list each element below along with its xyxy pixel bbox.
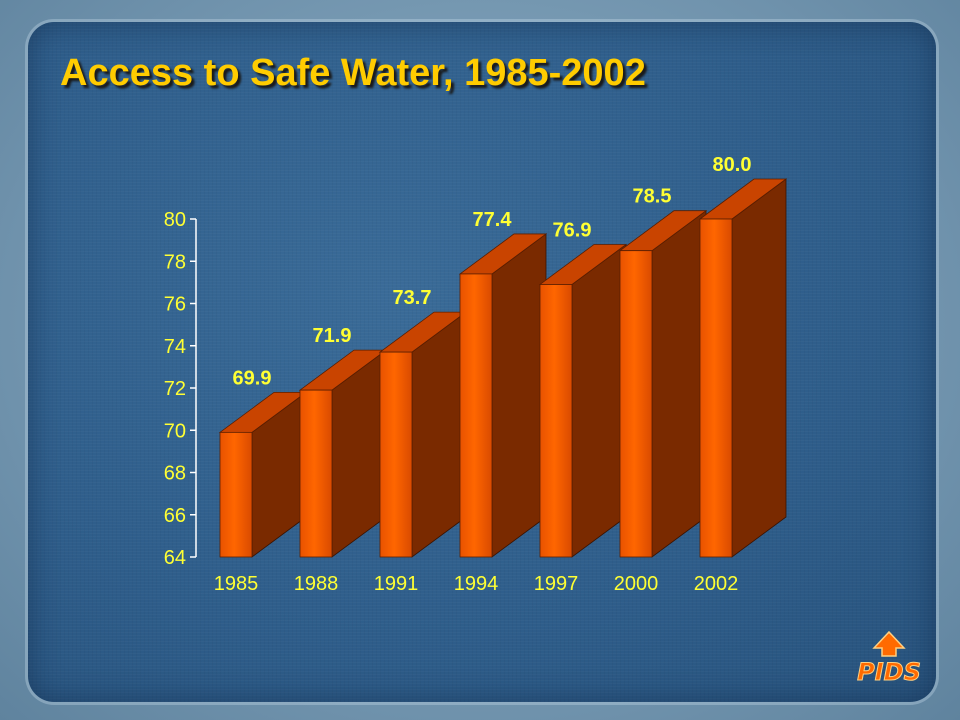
bar-1991: 73.7 [378, 287, 468, 558]
y-tick-label: 72 [164, 378, 186, 400]
bar-side-face [491, 233, 547, 558]
y-tick-label: 68 [164, 463, 186, 485]
slide-title: Access to Safe Water, 1985-2002 [60, 52, 646, 94]
y-tick-label: 64 [164, 547, 186, 569]
x-tick-label: 1994 [454, 573, 499, 595]
bar-side-face [571, 243, 627, 558]
y-tick-label: 66 [164, 505, 186, 527]
x-tick-label: 1985 [214, 573, 259, 595]
y-tick-label: 76 [164, 294, 186, 316]
y-tick-label: 74 [164, 336, 186, 358]
bar-2002: 80.0 [698, 154, 788, 558]
y-axis: 64 66 68 70 72 74 76 78 80 [164, 209, 197, 569]
bar-front-face [699, 218, 733, 558]
x-tick-label: 1991 [374, 573, 419, 595]
bar-front-face [619, 250, 653, 558]
y-tick-label: 78 [164, 251, 186, 273]
data-label: 76.9 [553, 219, 592, 241]
y-tick-label: 80 [164, 209, 186, 231]
bar-side-face [411, 311, 467, 558]
data-label: 73.7 [393, 287, 432, 309]
logo-text: PIDS [857, 658, 921, 686]
bar-side-face [731, 178, 787, 558]
x-tick-label: 1988 [294, 573, 339, 595]
x-tick-label: 1997 [534, 573, 579, 595]
bar-2000: 78.5 [618, 186, 708, 558]
data-label: 77.4 [473, 209, 513, 231]
data-label: 80.0 [713, 154, 752, 176]
bar-front-face [219, 431, 253, 558]
bar-front-face [379, 351, 413, 558]
data-label: 69.9 [233, 367, 272, 389]
bar-front-face [539, 284, 573, 558]
data-label: 78.5 [633, 186, 672, 208]
bar-1988: 71.9 [298, 325, 388, 558]
bar-1997: 76.9 [538, 219, 628, 558]
data-label: 71.9 [313, 325, 352, 347]
x-axis: 1985 1988 1991 1994 1997 2000 2002 [214, 573, 739, 595]
pids-logo[interactable]: PIDS [846, 630, 932, 686]
bar-1994: 77.4 [458, 209, 548, 558]
x-tick-label: 2002 [694, 573, 739, 595]
bars-group: 69.9 71.9 73.7 77.4 76.9 78.5 80.0 [218, 154, 788, 558]
x-tick-label: 2000 [614, 573, 659, 595]
bar-side-face [651, 209, 707, 558]
bar-1985: 69.9 [218, 367, 308, 558]
y-tick-label: 70 [164, 420, 186, 442]
bar-front-face [299, 389, 333, 558]
bar-front-face [459, 273, 493, 558]
